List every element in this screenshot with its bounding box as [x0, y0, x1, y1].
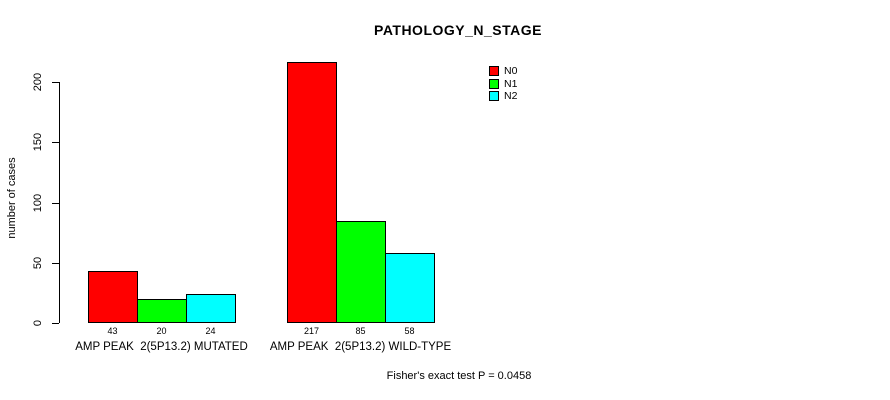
y-tick-mark-100 [52, 203, 59, 204]
y-tick-label-100: 100 [32, 193, 44, 213]
y-tick-label-50: 50 [32, 256, 44, 270]
y-tick-label-200: 200 [32, 72, 44, 92]
bar-value-n1-group2: 85 [355, 326, 366, 336]
y-axis-line [59, 82, 60, 323]
bar-n2-group2 [385, 253, 435, 323]
chart-title: PATHOLOGY_N_STAGE [374, 22, 542, 38]
legend-swatch-n2 [489, 91, 499, 101]
bar-value-n0-group1: 43 [107, 326, 118, 336]
bar-value-n0-group2: 217 [303, 326, 320, 336]
legend-swatch-n1 [489, 78, 499, 89]
y-axis-label: number of cases [6, 157, 18, 239]
category-label-group1: AMP PEAK 2(5P13.2) MUTATED [75, 341, 248, 353]
bar-n1-group1 [137, 299, 187, 323]
bar-n2-group1 [186, 294, 236, 323]
y-tick-mark-150 [52, 142, 59, 143]
legend-label-n0: N0 [504, 65, 518, 77]
footer-annotation: Fisher's exact test P = 0.0458 [386, 370, 532, 382]
bar-value-n1-group1: 20 [156, 326, 167, 336]
bar-value-n2-group1: 24 [205, 326, 216, 336]
legend-label-n1: N1 [504, 77, 518, 90]
bar-n0-group2 [287, 62, 337, 323]
bar-n0-group1 [88, 271, 138, 323]
bar-n1-group2 [336, 221, 386, 323]
y-tick-label-150: 150 [32, 132, 44, 152]
y-tick-mark-200 [52, 82, 59, 83]
bar-value-n2-group2: 58 [404, 326, 415, 336]
y-tick-mark-0 [52, 323, 59, 324]
legend-swatch-n0 [489, 66, 499, 76]
y-tick-mark-50 [52, 263, 59, 264]
category-label-group2: AMP PEAK 2(5P13.2) WILD-TYPE [269, 341, 452, 353]
legend-label-n2: N2 [504, 90, 518, 102]
